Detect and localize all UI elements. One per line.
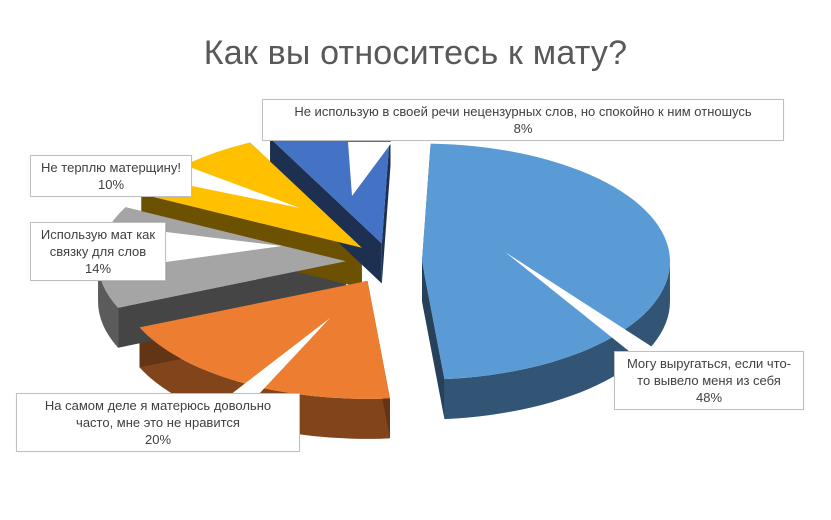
data-label-20-value: 20% [144,432,172,447]
data-label-48-value: 48% [695,390,723,405]
leader-line-48 [505,252,660,360]
chart-title: Как вы относитесь к мату? [203,34,628,72]
data-label-10-value: 10% [97,177,125,192]
data-label-20-line2: часто, мне это не нравится [76,415,240,430]
leader-line-14 [166,232,282,262]
data-label-48-line1: Могу выругаться, если что- [626,356,792,371]
pie-slice-side-48 [444,261,670,420]
data-label-14-value: 14% [84,261,112,276]
data-label-10-line1: Не терплю матерщину! [41,160,181,175]
data-label-8-line1: Не использую в своей речи нецензурных сл… [294,104,752,119]
pie-slice-cut-8-1 [381,125,391,284]
data-label-48: Могу выругаться, если что- то вывело мен… [614,351,804,410]
data-label-20: На самом деле я матерюсь довольно часто,… [16,393,300,452]
data-label-14-line2: связку для слов [49,244,147,259]
pie-slice-20 [139,280,390,399]
leader-line-10 [192,168,300,208]
data-label-14: Использую мат как связку для слов 14% [30,222,166,281]
pie-slice-side-14 [98,261,119,348]
data-label-48-line2: то вывело меня из себя [637,373,781,388]
leader-line-8 [348,142,392,196]
pie-slice-cut-48-1 [421,261,445,420]
pie-slice-cut-8-0 [270,138,382,284]
data-label-8-value: 8% [513,121,533,136]
data-label-8: Не использую в своей речи нецензурных сл… [262,99,784,141]
data-label-14-line1: Использую мат как [40,227,156,242]
data-label-10: Не терплю матерщину! 10% [30,155,192,197]
pie-slice-side-20 [139,327,390,439]
leader-line-20 [230,318,330,395]
data-label-20-line1: На самом деле я матерюсь довольно [44,398,272,413]
